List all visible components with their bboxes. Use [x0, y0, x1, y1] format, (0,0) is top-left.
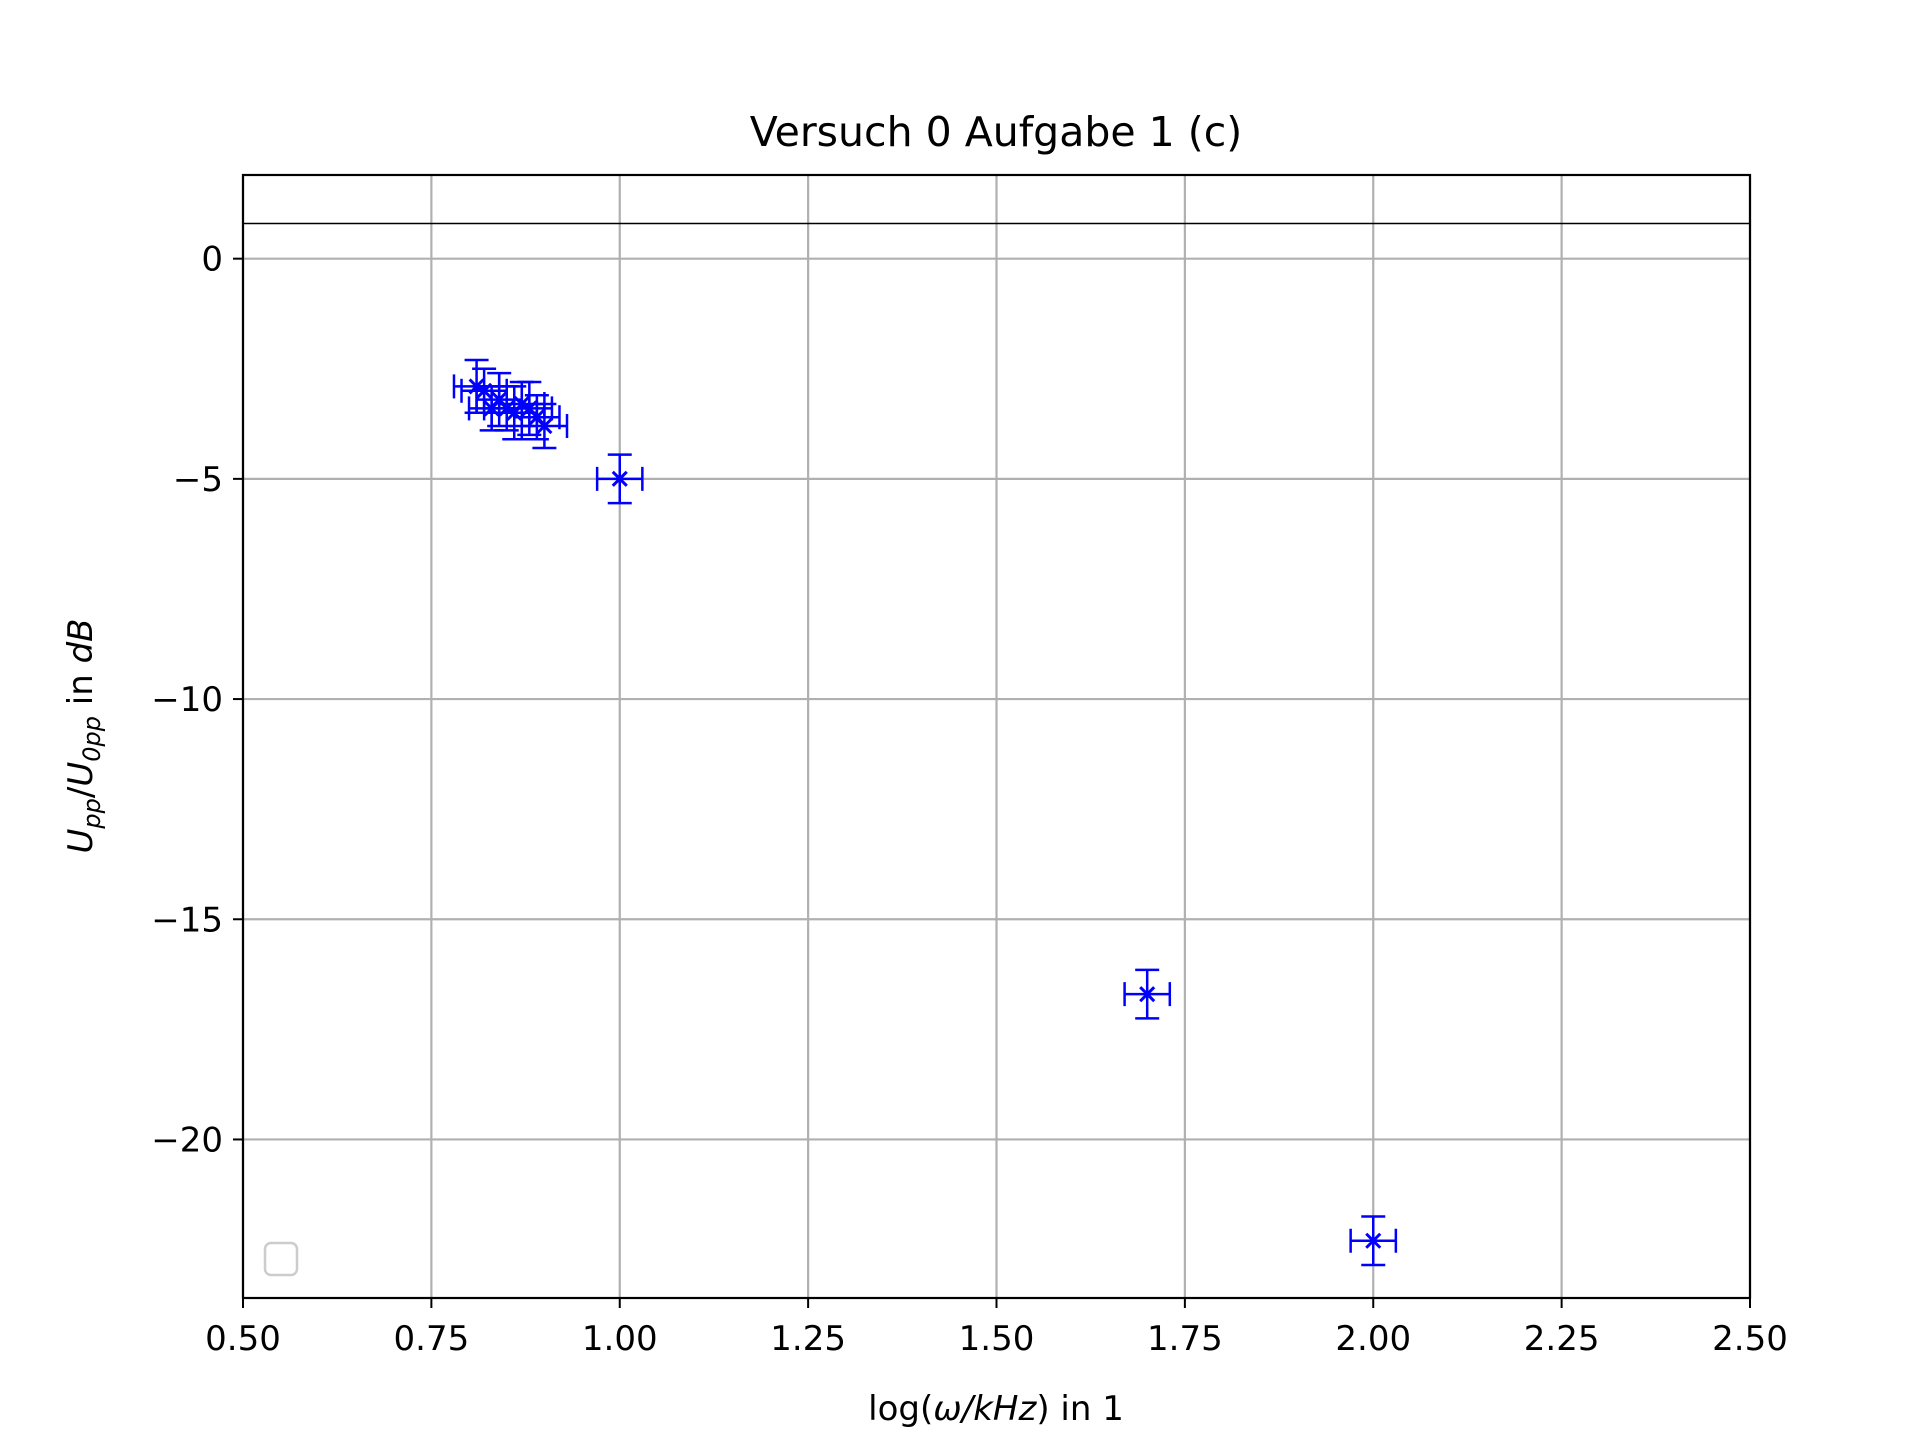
point-marker [1365, 1232, 1382, 1249]
point-marker [536, 417, 553, 435]
legend-box [263, 1241, 299, 1277]
data-point [595, 453, 644, 505]
x-tick-label: 2.25 [1524, 1319, 1600, 1359]
x-tick-label: 1.50 [959, 1319, 1035, 1359]
y-tick-label: −5 [173, 460, 223, 500]
x-tick-label: 1.00 [582, 1319, 658, 1359]
y-axis-ticks: 0 −5 −10 −15 −20 [151, 240, 243, 1160]
x-tick-label: 0.50 [205, 1319, 281, 1359]
y-tick-label: −15 [151, 900, 223, 940]
data-point [520, 402, 569, 450]
x-axis-ticks: 0.50 0.75 1.00 1.25 1.50 1.75 2.00 2.25 2.50 [205, 1298, 1788, 1359]
x-tick-label: 0.75 [394, 1319, 470, 1359]
data-point [1123, 968, 1172, 1020]
x-axis-label: log(ω/kHz) in 1 [868, 1389, 1124, 1429]
x-tick-label: 2.00 [1335, 1319, 1411, 1359]
chart-title: Versuch 0 Aufgabe 1 (c) [750, 108, 1243, 156]
point-marker [611, 470, 628, 487]
y-tick-label: −10 [151, 680, 223, 720]
x-tick-label: 2.50 [1712, 1319, 1788, 1359]
x-tick-label: 1.75 [1147, 1319, 1223, 1359]
data-point [1349, 1215, 1398, 1267]
y-tick-label: −20 [151, 1120, 223, 1160]
point-marker [528, 409, 545, 426]
grid [241, 175, 1752, 1298]
x-tick-label: 1.25 [770, 1319, 846, 1359]
y-tick-label: 0 [201, 240, 223, 280]
data-points [452, 358, 1398, 1267]
y-axis-label: Upp/U0pp in dB [61, 618, 106, 853]
point-marker [1139, 986, 1156, 1003]
